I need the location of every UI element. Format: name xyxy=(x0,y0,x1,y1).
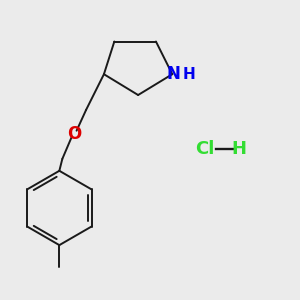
Text: O: O xyxy=(67,125,81,143)
Text: N: N xyxy=(167,65,181,83)
Text: H: H xyxy=(232,140,247,158)
Text: Cl: Cl xyxy=(195,140,215,158)
Text: H: H xyxy=(183,67,196,82)
